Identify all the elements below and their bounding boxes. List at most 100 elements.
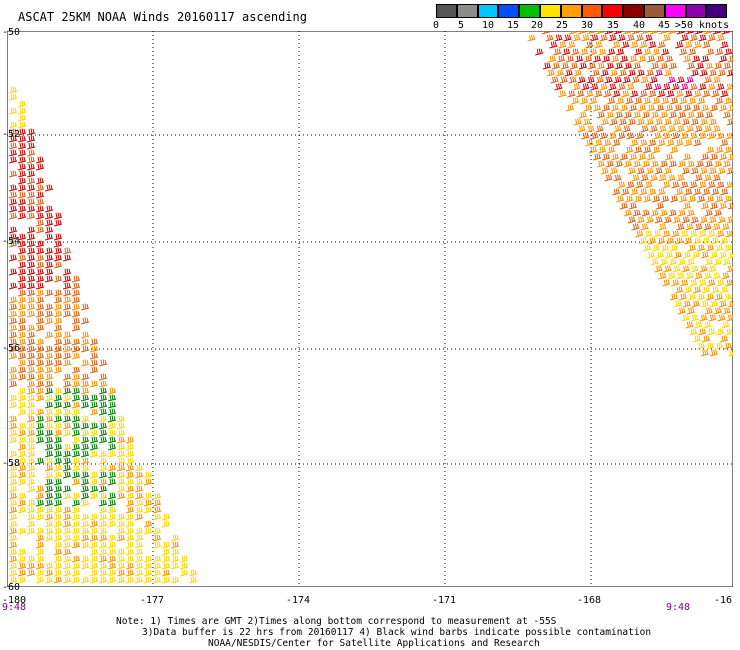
wind-barb xyxy=(17,205,27,213)
wind-barb xyxy=(8,485,18,493)
wind-barb xyxy=(44,212,54,220)
wind-barb xyxy=(668,209,677,217)
wind-barb xyxy=(62,352,72,360)
wind-barb xyxy=(62,541,72,549)
wind-barb xyxy=(35,562,45,570)
wind-barb xyxy=(705,146,715,154)
wind-barb xyxy=(17,149,27,157)
wind-barb xyxy=(89,450,99,458)
wind-barb xyxy=(152,527,162,535)
wind-barb xyxy=(35,457,45,465)
wind-barb xyxy=(80,443,90,451)
wind-barb xyxy=(125,513,135,521)
wind-barb xyxy=(670,97,679,105)
wind-barb xyxy=(17,569,27,577)
wind-barb xyxy=(17,338,27,346)
wind-barb xyxy=(8,422,18,430)
wind-barb xyxy=(17,240,27,248)
wind-barb xyxy=(17,233,27,241)
wind-barb xyxy=(134,485,144,493)
wind-barb xyxy=(152,576,162,584)
wind-barb xyxy=(17,352,27,360)
wind-barb xyxy=(690,314,699,322)
wind-barb xyxy=(707,279,716,287)
wind-barb xyxy=(8,268,18,276)
wind-barb xyxy=(661,48,670,56)
wind-barb xyxy=(80,303,90,311)
wind-barb xyxy=(709,202,719,210)
legend-swatch xyxy=(477,4,499,18)
wind-barb xyxy=(675,90,684,98)
wind-barb xyxy=(98,548,108,556)
wind-barb xyxy=(62,422,72,430)
legend-label: 40 xyxy=(632,20,646,31)
wind-barb xyxy=(107,548,117,556)
wind-barb xyxy=(53,555,63,563)
wind-barb xyxy=(116,457,126,465)
wind-barb xyxy=(8,373,18,381)
wind-barb xyxy=(650,258,659,266)
wind-barb xyxy=(677,307,686,315)
wind-barb xyxy=(637,153,647,161)
legend-swatch xyxy=(685,4,707,18)
wind-barb xyxy=(708,216,717,224)
wind-barb xyxy=(125,457,135,465)
wind-barb xyxy=(655,251,664,259)
wind-barb xyxy=(641,209,650,217)
wind-barb xyxy=(116,429,126,437)
wind-barb xyxy=(71,422,81,430)
wind-barb xyxy=(633,146,643,154)
wind-barb xyxy=(26,457,36,465)
wind-barb xyxy=(685,31,694,35)
wind-barb xyxy=(44,254,54,262)
wind-barb xyxy=(723,293,733,301)
wind-barb xyxy=(604,31,613,35)
wind-barb xyxy=(143,471,153,479)
wind-barb xyxy=(675,188,684,196)
wind-barb xyxy=(89,576,99,584)
wind-barb xyxy=(62,450,72,458)
wind-barb xyxy=(71,499,81,507)
wind-barb xyxy=(35,541,45,549)
wind-barb xyxy=(693,41,702,49)
wind-barb xyxy=(35,177,45,185)
wind-barb xyxy=(107,478,117,486)
wind-barb xyxy=(80,555,90,563)
wind-barb xyxy=(125,471,135,479)
wind-barb xyxy=(592,153,602,161)
wind-barb xyxy=(89,513,99,521)
wind-barb xyxy=(8,149,18,157)
wind-barb xyxy=(71,415,81,423)
wind-barb xyxy=(648,188,657,196)
wind-barb xyxy=(671,83,680,91)
wind-barb xyxy=(179,555,189,563)
wind-barb xyxy=(694,125,703,133)
wind-barb xyxy=(44,415,54,423)
wind-barb xyxy=(44,408,54,416)
wind-barb xyxy=(8,212,18,220)
wind-barb xyxy=(17,275,27,283)
wind-barb xyxy=(714,195,724,203)
wind-barb xyxy=(639,139,648,147)
wind-barb xyxy=(704,160,713,168)
wind-barb xyxy=(618,69,627,77)
wind-barb xyxy=(53,513,63,521)
wind-barb xyxy=(720,90,729,98)
wind-barb xyxy=(89,569,99,577)
wind-barb xyxy=(161,520,171,528)
note-line: 3)Data buffer is 22 hrs from 20160117 4)… xyxy=(142,627,652,638)
wind-barb xyxy=(71,408,81,416)
wind-barb xyxy=(44,394,54,402)
wind-barb xyxy=(17,422,27,430)
wind-barb xyxy=(707,181,716,189)
wind-barb xyxy=(26,366,36,374)
wind-barb xyxy=(107,513,117,521)
wind-barb xyxy=(8,121,18,129)
wind-barb xyxy=(636,167,645,175)
wind-barb xyxy=(568,31,577,35)
wind-barb xyxy=(89,534,99,542)
wind-barb xyxy=(652,97,661,105)
wind-barb xyxy=(26,485,36,493)
wind-barb xyxy=(35,156,45,164)
wind-barb xyxy=(170,541,180,549)
